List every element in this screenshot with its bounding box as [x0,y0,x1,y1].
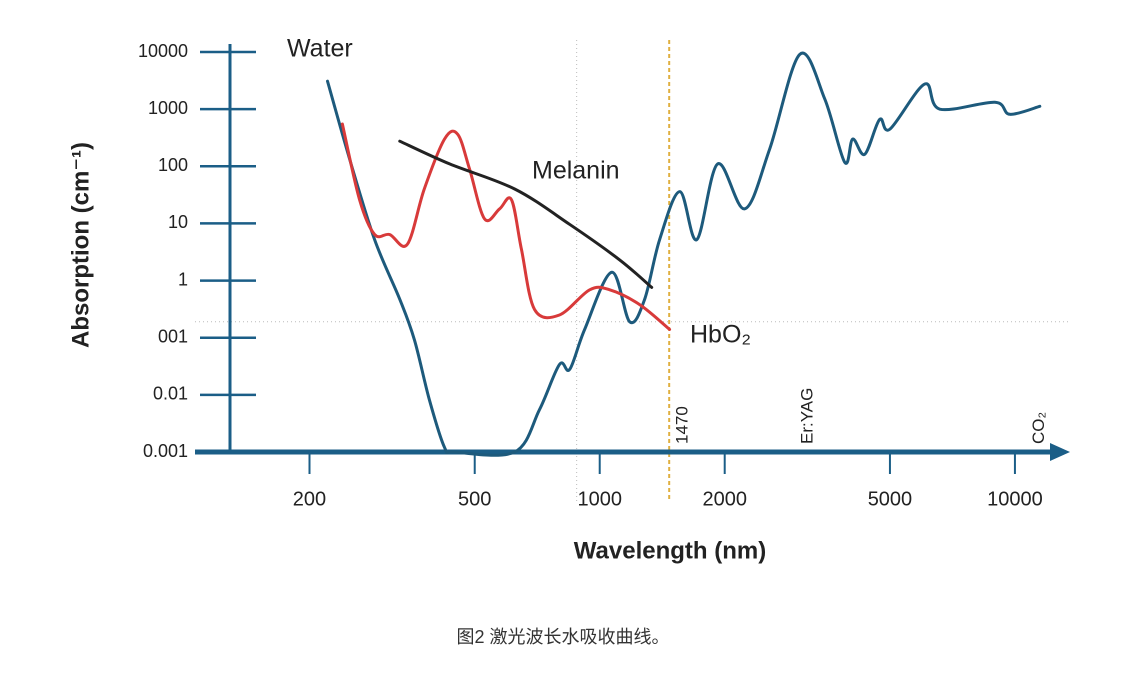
annotation: 1470 [673,406,692,444]
y-tick-label: 001 [158,326,188,346]
series-line [398,139,654,289]
x-tick-label: 1000 [577,488,622,510]
x-tick-label: 5000 [868,488,913,510]
x-axis-title: Wavelength (nm) [574,537,766,564]
x-tick-label: 500 [458,488,491,510]
series-line [340,122,672,331]
y-tick-label: 0.01 [153,384,188,404]
series-label: HbO₂ [690,321,751,349]
x-tick-label: 200 [293,488,326,510]
annotation: Er:YAG [798,388,817,444]
y-axis-title: Absorption (cm⁻¹) [67,142,94,348]
y-tick-label: 1000 [148,98,188,118]
x-tick-label: 10000 [987,488,1043,510]
x-tick-label: 2000 [702,488,747,510]
x-axis-arrow [1050,443,1070,461]
series-label: Melanin [532,157,620,185]
series-label: Water [287,35,353,63]
y-tick-label: 1 [178,269,188,289]
y-tick-label: 0.001 [143,441,188,461]
annotation: CO₂ [1029,412,1048,444]
y-tick-label: 10000 [138,41,188,61]
y-tick-label: 10 [168,212,188,232]
caption: 图2 激光波长水吸收曲线。 [456,627,669,647]
series-line [325,51,1042,457]
y-tick-label: 100 [158,155,188,175]
